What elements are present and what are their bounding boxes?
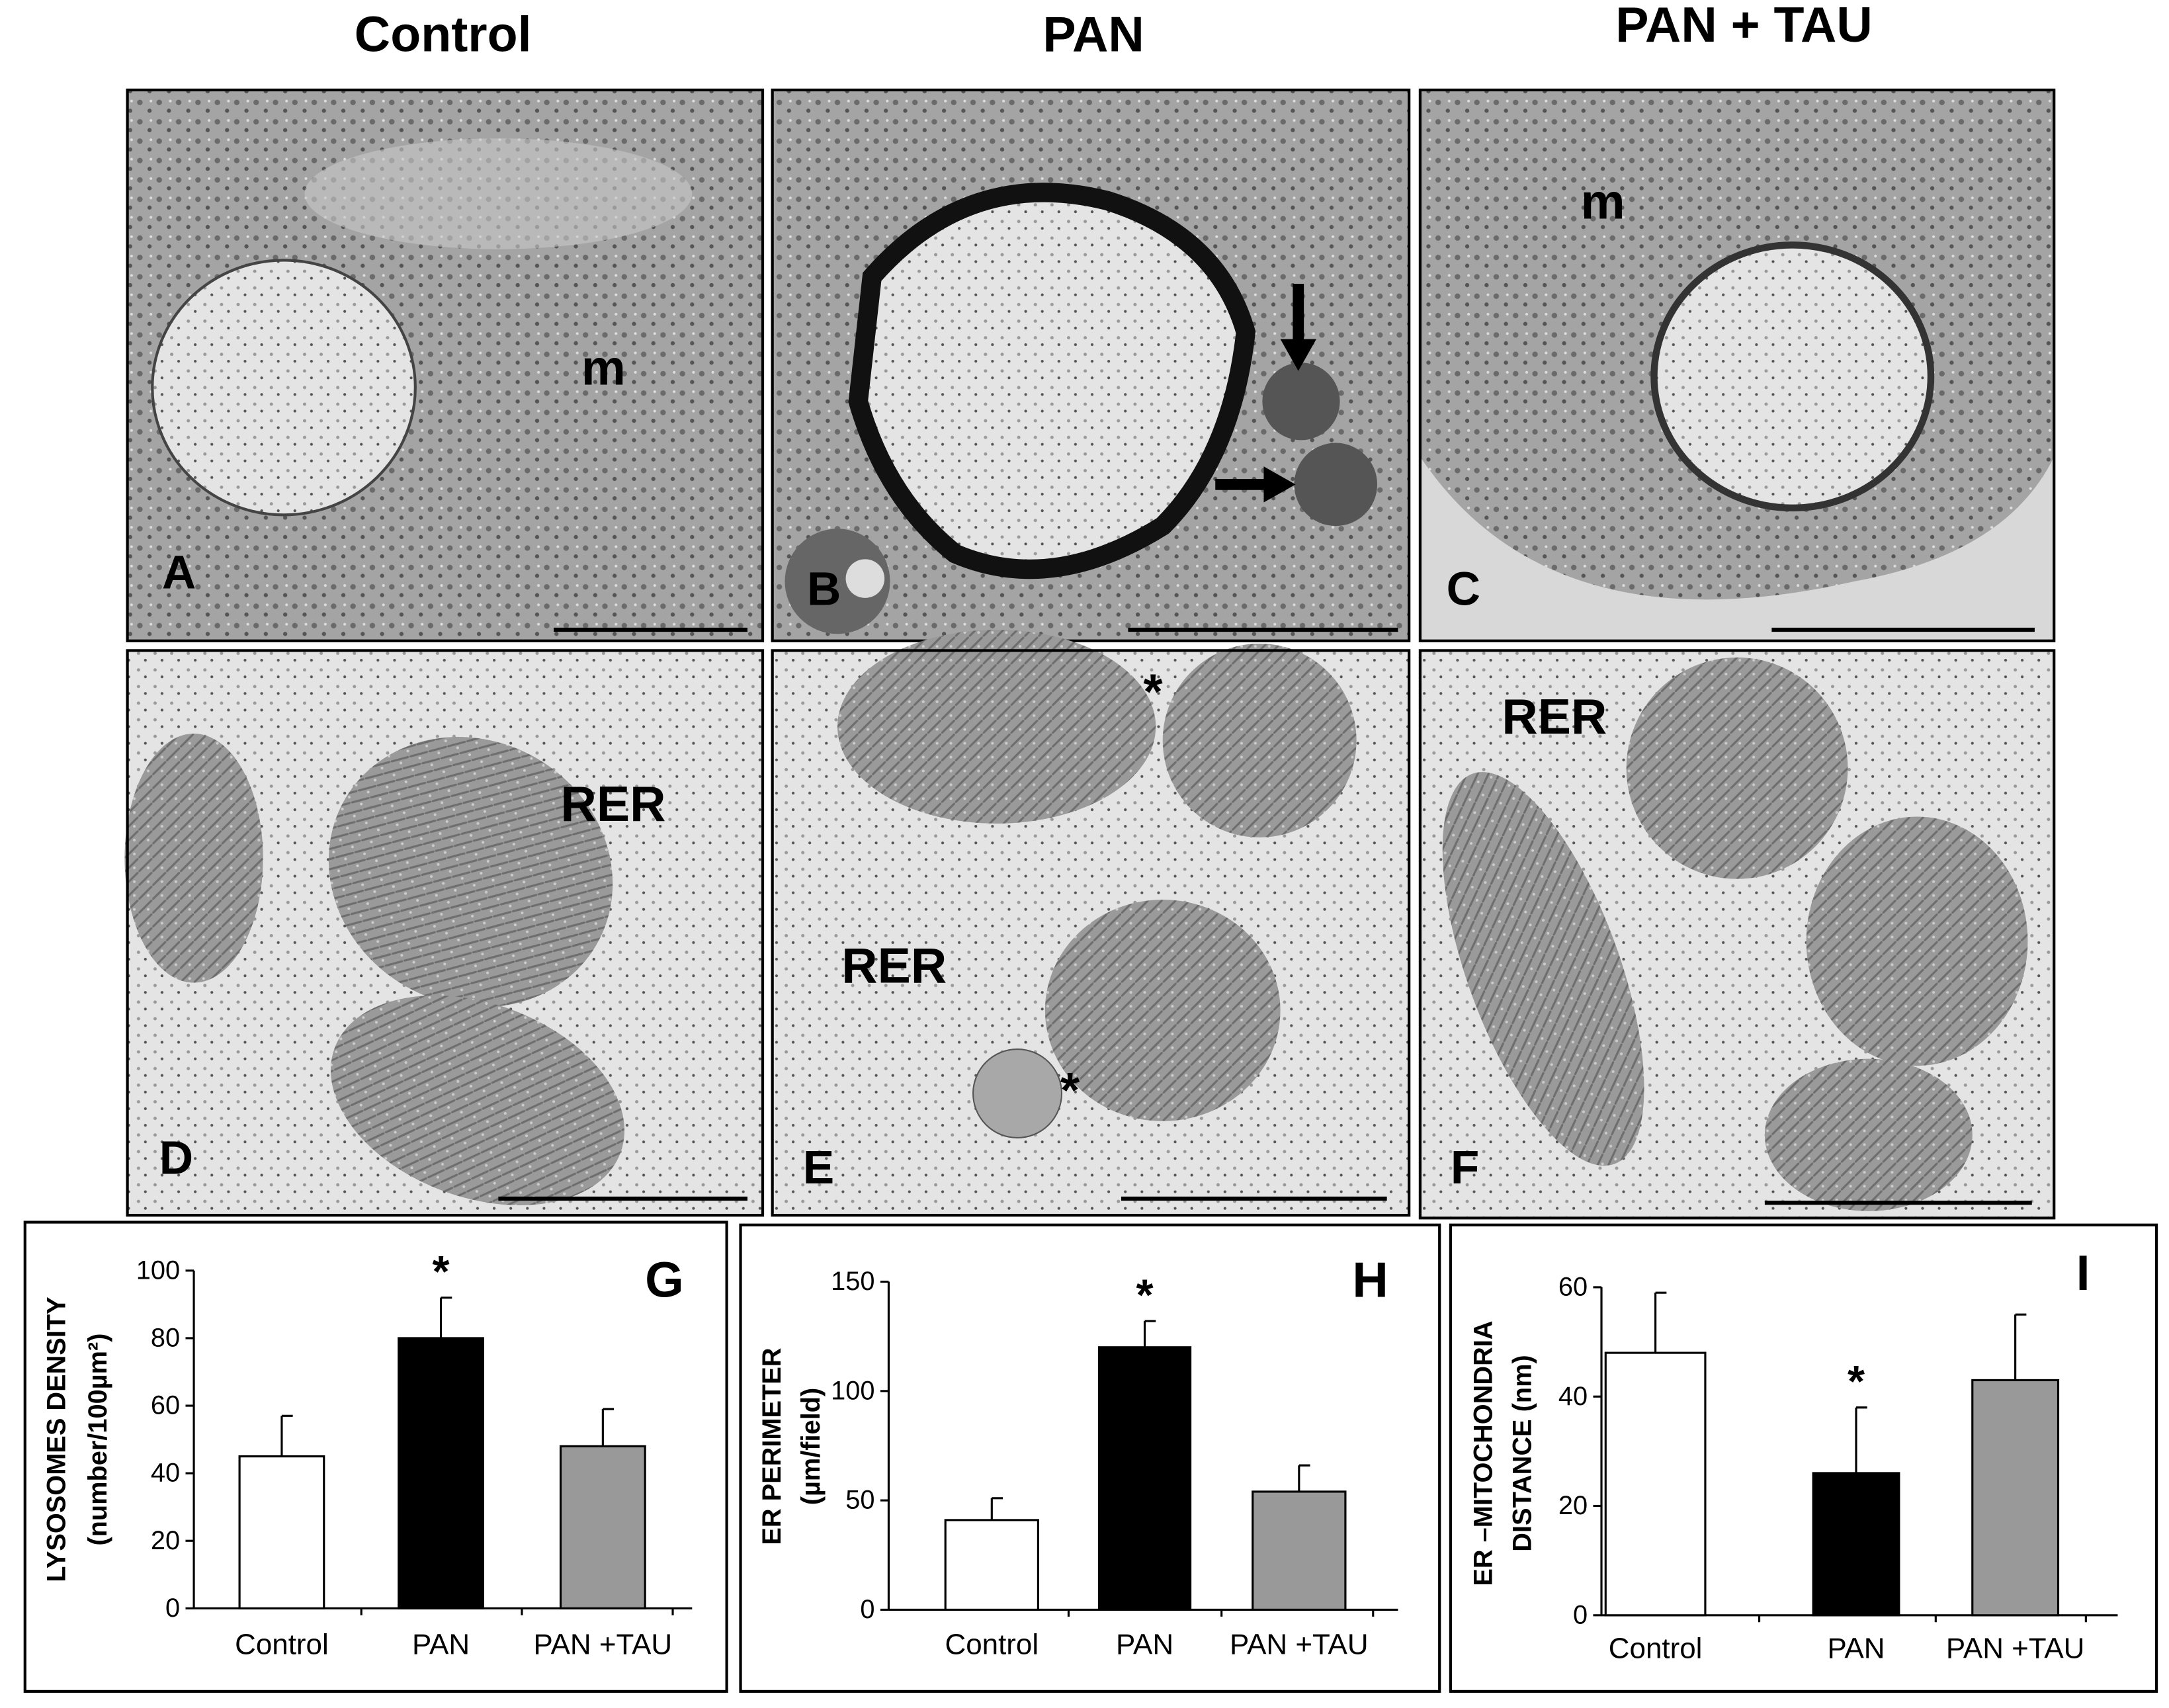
micrograph: B [771, 88, 1411, 642]
y-tick-label: 20 [151, 1526, 180, 1555]
y-tick-label: 50 [845, 1486, 874, 1515]
bar [944, 1519, 1039, 1611]
panel-label: C [1447, 563, 1480, 615]
chart: 0 50 100 150 Control PAN * PAN +TAU ER PERIMETER… [739, 1223, 1441, 1693]
y-tick-label: 60 [151, 1391, 180, 1420]
y-axis-label: LYSOSOMES DENSITY [42, 1297, 71, 1582]
significance: * [1136, 1270, 1153, 1320]
annotation: * [1060, 1062, 1080, 1118]
panel-label: G [645, 1252, 684, 1308]
x-tick-label: PAN +TAU [1946, 1633, 2085, 1665]
annotation: RER [561, 776, 666, 832]
column-title: Control [355, 6, 532, 62]
bar [1097, 1346, 1192, 1611]
annotation: * [1143, 663, 1163, 719]
annotation: m [581, 340, 626, 396]
panel-label: D [159, 1132, 193, 1184]
panel-label: H [1352, 1252, 1388, 1308]
micrograph: C m [1418, 88, 2056, 642]
chart-frame [1449, 1223, 2158, 1693]
y-tick-label: 80 [151, 1323, 180, 1352]
chart-frame [739, 1223, 1441, 1693]
y-tick-label: 20 [1558, 1491, 1588, 1520]
annotation: m [1581, 174, 1625, 230]
column-title: PAN + TAU [1615, 0, 1872, 52]
panel-label: A [162, 546, 196, 599]
bar [398, 1337, 484, 1609]
bar [238, 1455, 325, 1609]
x-tick-label: PAN +TAU [534, 1628, 673, 1660]
column-title: PAN [1042, 6, 1144, 62]
y-axis-label: DISTANCE (nm) [1508, 1355, 1537, 1551]
x-tick-label: Control [1609, 1633, 1703, 1665]
y-tick-label: 0 [1573, 1600, 1588, 1629]
y-tick-label: 40 [151, 1459, 180, 1488]
micrograph: D RER [124, 649, 765, 1217]
x-tick-label: PAN +TAU [1230, 1628, 1369, 1660]
chart-frame [23, 1220, 728, 1693]
annotation: RER [1502, 689, 1607, 744]
micrograph: F RER [1418, 649, 2056, 1220]
micrograph: A m [126, 88, 765, 642]
panel-label: F [1451, 1142, 1479, 1194]
bar [1604, 1351, 1707, 1617]
micrograph: E RER * * [771, 630, 1411, 1217]
x-tick-label: PAN [412, 1628, 470, 1660]
bar [559, 1445, 646, 1609]
y-axis-label: ER –MITOCHONDRIA [1469, 1320, 1498, 1586]
y-tick-label: 40 [1558, 1382, 1588, 1411]
x-tick-label: Control [235, 1628, 329, 1660]
x-tick-label: PAN [1827, 1633, 1885, 1665]
y-axis-label: ER PERIMETER [757, 1347, 787, 1545]
significance: * [1848, 1357, 1865, 1406]
chart: 0 20 40 60 80 100 Control PAN * PAN +TAU LYSOSOMES… [23, 1220, 728, 1693]
y-tick-label: 150 [831, 1267, 874, 1296]
y-axis-label: (number/100µm²) [83, 1334, 112, 1546]
bar [1252, 1490, 1347, 1611]
bar [1812, 1472, 1900, 1617]
y-tick-label: 100 [831, 1376, 874, 1405]
y-axis-label: (µm/field) [796, 1388, 826, 1505]
x-tick-label: PAN [1116, 1628, 1173, 1660]
chart: 0 20 40 60 Control PAN * PAN +TAU ER –MITOCHONDR… [1449, 1223, 2158, 1693]
y-tick-label: 0 [165, 1594, 180, 1623]
y-tick-label: 0 [860, 1595, 874, 1624]
annotation: RER [841, 938, 947, 994]
x-tick-label: Control [945, 1628, 1039, 1660]
significance: * [433, 1247, 450, 1297]
y-tick-label: 60 [1558, 1272, 1588, 1301]
panel-label: I [2076, 1245, 2090, 1301]
y-tick-label: 100 [136, 1256, 180, 1285]
bar [1971, 1379, 2060, 1617]
panel-label: B [807, 563, 841, 615]
panel-label: E [803, 1142, 834, 1194]
